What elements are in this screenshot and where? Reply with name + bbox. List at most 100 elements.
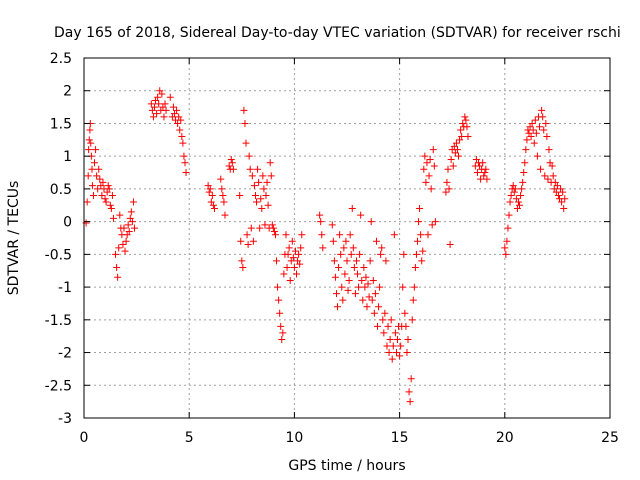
data-point — [317, 218, 325, 226]
y-tick-label: 0 — [63, 215, 72, 231]
data-point — [389, 342, 397, 350]
data-point — [239, 263, 247, 271]
data-point — [250, 182, 258, 190]
data-point — [130, 224, 138, 232]
data-point — [554, 191, 562, 199]
data-point — [505, 211, 513, 219]
data-point — [122, 237, 130, 245]
data-point — [558, 198, 566, 206]
data-point — [350, 263, 358, 271]
data-point — [268, 221, 276, 229]
data-point — [381, 309, 389, 317]
data-point — [254, 165, 262, 173]
data-point — [128, 218, 136, 226]
data-point — [166, 93, 174, 101]
y-tick-label: 2 — [63, 84, 72, 100]
data-point — [540, 126, 548, 134]
y-tick-label: -2.5 — [45, 378, 72, 394]
data-point — [393, 335, 401, 343]
data-point — [269, 224, 277, 232]
data-point — [415, 218, 423, 226]
data-point — [462, 116, 470, 124]
data-point — [408, 316, 416, 324]
data-point — [382, 257, 390, 265]
data-point — [560, 205, 568, 213]
y-tick-label: 2.5 — [50, 51, 72, 67]
data-point — [241, 119, 249, 127]
data-point — [147, 100, 155, 108]
data-point — [527, 133, 535, 141]
data-point — [105, 185, 113, 193]
data-point — [473, 169, 481, 177]
data-point — [279, 329, 287, 337]
data-point — [410, 283, 418, 291]
data-point — [517, 191, 525, 199]
data-point — [328, 221, 336, 229]
data-point — [510, 188, 518, 196]
data-point — [404, 335, 412, 343]
data-point — [87, 139, 95, 147]
data-point — [262, 191, 270, 199]
data-point — [383, 342, 391, 350]
y-tick-labels: -3 -2.5 -2 -1.5 -1 -0.5 0 0.5 1 1.5 2 2.5 — [45, 51, 72, 427]
data-point — [240, 106, 248, 114]
data-point — [238, 257, 246, 265]
data-point — [88, 165, 96, 173]
data-point — [553, 182, 561, 190]
data-point — [331, 273, 339, 281]
y-tick-label: 1.5 — [50, 116, 72, 132]
data-point — [351, 290, 359, 298]
data-point — [431, 218, 439, 226]
data-point — [119, 241, 127, 249]
data-point — [169, 103, 177, 111]
data-point — [378, 244, 386, 252]
data-point — [85, 136, 93, 144]
data-point — [446, 241, 454, 249]
data-point — [210, 205, 218, 213]
data-point — [95, 165, 103, 173]
data-point — [452, 139, 460, 147]
data-point — [109, 214, 117, 222]
data-point — [549, 172, 557, 180]
data-point — [182, 169, 190, 177]
data-point — [427, 185, 435, 193]
data-point — [295, 250, 303, 258]
y-tick-label: -3 — [58, 411, 72, 427]
data-point — [422, 178, 430, 186]
data-point — [284, 250, 292, 258]
data-point — [104, 182, 112, 190]
data-point — [280, 270, 288, 278]
data-point — [358, 277, 366, 285]
data-point — [219, 191, 227, 199]
data-point — [225, 162, 233, 170]
data-point — [129, 198, 137, 206]
data-point — [174, 119, 182, 127]
data-point — [371, 290, 379, 298]
data-point — [390, 231, 398, 239]
data-point — [92, 146, 100, 154]
data-point — [227, 155, 235, 163]
data-point — [457, 126, 465, 134]
y-tick-label: -1 — [58, 280, 72, 296]
data-point — [514, 198, 522, 206]
data-point — [115, 244, 123, 252]
data-point — [420, 165, 428, 173]
x-tick-labels: 0 5 10 15 20 25 — [80, 430, 619, 446]
data-point — [220, 198, 228, 206]
data-point — [421, 152, 429, 160]
data-point — [384, 322, 392, 330]
data-point — [293, 270, 301, 278]
data-point — [447, 155, 455, 163]
data-point — [482, 165, 490, 173]
data-point — [352, 257, 360, 265]
data-point — [334, 303, 342, 311]
data-point — [345, 277, 353, 285]
data-point — [217, 175, 225, 183]
data-point — [84, 172, 92, 180]
data-point — [267, 172, 275, 180]
data-point — [341, 270, 349, 278]
data-point — [150, 103, 158, 111]
data-point — [349, 244, 357, 252]
data-point — [276, 309, 284, 317]
